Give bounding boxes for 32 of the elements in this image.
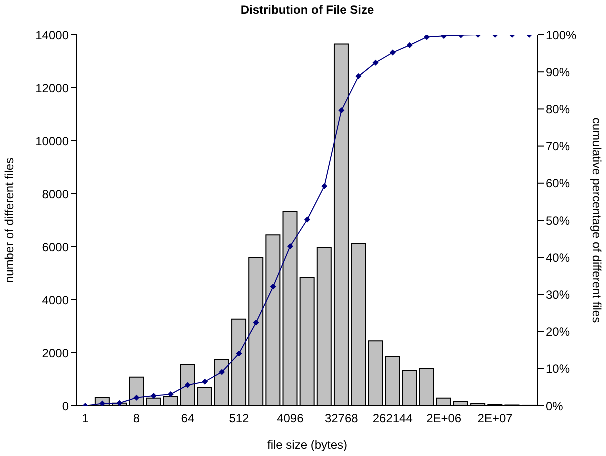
y2-tick-label: 100%: [546, 28, 578, 42]
y-tick-label: 2000: [42, 346, 70, 360]
x-axis-title: file size (bytes): [267, 438, 348, 452]
y-tick-label: 8000: [42, 187, 70, 202]
y-axis-title: number of different files: [2, 158, 16, 284]
chart-title: Distribution of File Size: [240, 3, 376, 17]
x-tick-label: 4096: [277, 412, 304, 426]
x-tick-label: 64: [181, 412, 195, 426]
y-tick-label: 14000: [36, 28, 70, 42]
y-tick-label: 6000: [42, 240, 70, 254]
x-tick-label: 2E+07: [478, 412, 514, 426]
y2-tick-label: 30%: [546, 288, 570, 302]
x-tick-label: 32768: [324, 412, 359, 426]
x-tick-label: 262144: [372, 412, 414, 426]
y2-tick-label: 60%: [546, 176, 570, 191]
y-tick-label: 10000: [36, 134, 70, 148]
y2-tick-label: 50%: [546, 214, 570, 228]
y2-tick-label: 80%: [546, 102, 570, 116]
x-tick-label: 8: [133, 412, 140, 426]
y2-tick-label: 40%: [546, 250, 570, 265]
y2-tick-label: 0%: [546, 399, 564, 414]
x-tick-label: 1: [82, 412, 90, 426]
y2-tick-label: 20%: [546, 325, 570, 340]
y-tick-label: 0: [62, 399, 70, 414]
y-tick-label: 12000: [36, 81, 70, 96]
y-tick-label: 4000: [42, 293, 70, 308]
y2-tick-label: 90%: [546, 65, 570, 80]
y2-tick-label: 70%: [546, 140, 570, 154]
y2-axis-title: cumulative percentage of different files: [590, 118, 604, 324]
x-tick-label: 2E+06: [426, 412, 462, 426]
y2-tick-label: 10%: [546, 362, 570, 376]
x-tick-label: 512: [229, 412, 250, 426]
